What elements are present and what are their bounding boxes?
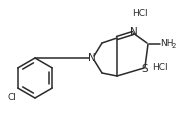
Text: S: S — [142, 64, 148, 74]
Text: NH: NH — [160, 40, 174, 49]
Text: 2: 2 — [172, 42, 176, 49]
Text: Cl: Cl — [8, 94, 16, 102]
Text: N: N — [130, 27, 138, 37]
Text: HCl: HCl — [152, 64, 168, 72]
Text: HCl: HCl — [132, 10, 148, 18]
Text: N: N — [88, 53, 96, 63]
